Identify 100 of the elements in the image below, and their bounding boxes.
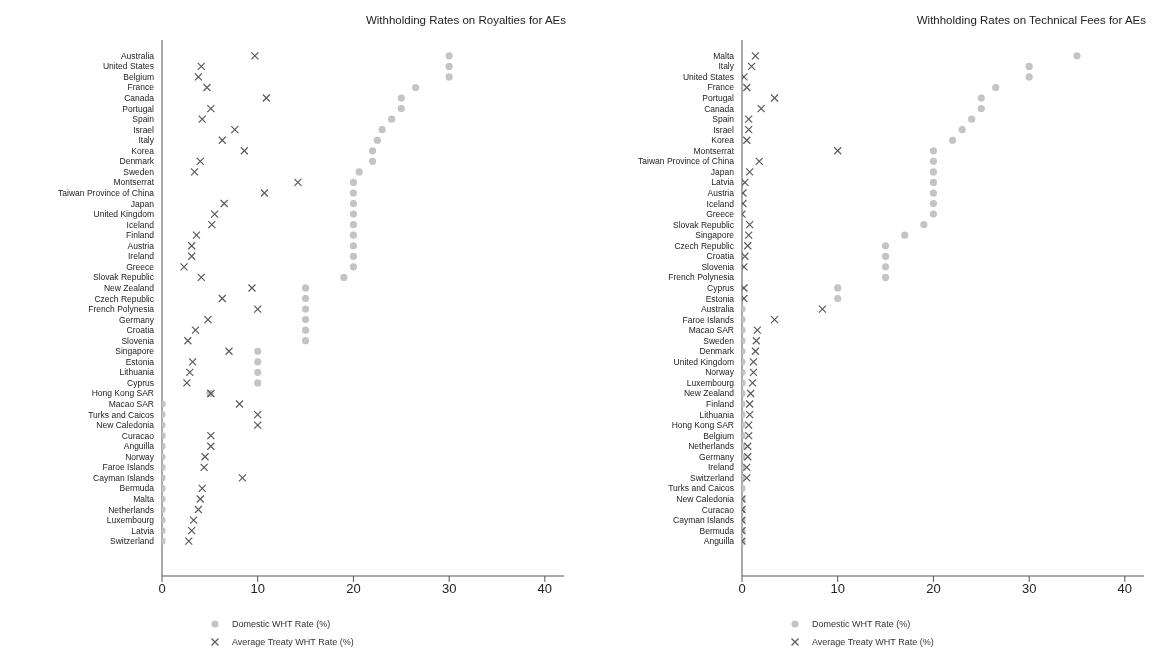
point — [183, 336, 192, 345]
point — [920, 221, 928, 229]
point — [948, 136, 957, 144]
point — [349, 189, 358, 197]
y-tick-label: Macao SAR — [108, 399, 154, 410]
point — [262, 93, 271, 103]
chart-title: Withholding Rates on Royalties for AEs — [365, 14, 566, 26]
point — [179, 262, 189, 271]
y-tick-label: Latvia — [711, 177, 735, 188]
point — [202, 83, 212, 92]
y-tick-label: Taiwan Province of China — [58, 187, 155, 198]
y-tick-label: Spain — [712, 114, 735, 125]
y-tick-label: Luxembourg — [686, 377, 735, 388]
y-tick-label: Korea — [711, 135, 735, 146]
point — [218, 294, 227, 303]
point — [349, 210, 358, 218]
point — [206, 442, 215, 451]
y-tick-label: Portugal — [702, 93, 735, 104]
point — [818, 304, 827, 314]
point — [743, 442, 752, 451]
y-tick-label: Australia — [700, 304, 735, 315]
y-tick-label: Sweden — [123, 166, 155, 177]
point — [770, 315, 779, 324]
point — [834, 284, 842, 292]
point — [253, 410, 262, 419]
y-tick-label: Denmark — [119, 156, 155, 167]
y-tick-label: Greece — [706, 209, 735, 220]
y-tick-label: Ireland — [708, 462, 735, 473]
y-tick-label: Taiwan Province of China — [638, 156, 735, 167]
point — [218, 136, 227, 145]
y-tick-label: Belgium — [123, 71, 154, 82]
y-tick-label: Norway — [125, 451, 155, 462]
x-tick-label: 0 — [158, 581, 166, 597]
point — [349, 263, 358, 271]
point — [189, 515, 198, 525]
y-tick-label: Czech Republic — [94, 293, 155, 304]
point — [747, 62, 756, 71]
y-tick-label: New Zealand — [683, 388, 735, 399]
y-tick-label: Belgium — [703, 430, 734, 441]
point — [1025, 73, 1033, 81]
x-tick-label: 40 — [1117, 581, 1133, 597]
point — [749, 357, 758, 366]
point — [194, 72, 203, 82]
y-tick-label: Austria — [127, 240, 155, 251]
point — [742, 294, 749, 303]
point — [378, 126, 386, 134]
y-tick-label: United Kingdom — [673, 356, 734, 367]
y-tick-label: Germany — [699, 451, 735, 462]
y-tick-label: Slovenia — [121, 335, 155, 346]
point — [833, 146, 842, 155]
y-tick-label: Anguilla — [703, 536, 735, 547]
point — [749, 368, 758, 377]
y-tick-label: Netherlands — [108, 504, 154, 515]
y-tick-label: Cyprus — [707, 282, 734, 293]
point — [977, 104, 985, 113]
point — [746, 389, 755, 398]
y-tick-label: Japan — [710, 166, 735, 177]
y-tick-label: Faroe Islands — [682, 314, 734, 325]
y-tick-label: Norway — [705, 367, 735, 378]
point — [235, 399, 244, 409]
y-tick-label: Faroe Islands — [102, 462, 154, 473]
point — [340, 273, 348, 281]
x-tick-label: 30 — [1021, 581, 1037, 597]
y-tick-label: Slovenia — [701, 261, 735, 272]
point — [301, 305, 310, 313]
y-tick-label: Iceland — [706, 198, 735, 209]
point — [301, 337, 310, 345]
y-tick-label: Slovak Republic — [93, 272, 155, 283]
point — [753, 326, 762, 335]
point — [254, 379, 262, 387]
x-tick-label: 0 — [738, 581, 746, 597]
point — [253, 421, 262, 430]
point — [755, 157, 764, 166]
point — [185, 368, 194, 377]
y-tick-label: Korea — [131, 145, 155, 156]
point — [254, 358, 262, 366]
x-tick-label: 20 — [346, 581, 361, 597]
point — [742, 178, 749, 187]
point — [751, 347, 760, 356]
point — [198, 484, 207, 493]
point — [250, 51, 259, 60]
x-tick-label: 40 — [537, 581, 553, 597]
y-tick-label: Switzerland — [110, 536, 155, 547]
y-tick-label: Montserrat — [113, 177, 155, 188]
y-tick-label: France — [707, 82, 735, 93]
y-tick-label: Croatia — [706, 251, 735, 262]
point — [929, 178, 938, 187]
point — [397, 94, 405, 102]
point — [238, 473, 247, 482]
y-tick-label: Montserrat — [693, 145, 735, 156]
y-tick-label: Hong Kong SAR — [91, 388, 154, 399]
point — [260, 188, 269, 198]
y-tick-label: Curacao — [701, 504, 735, 515]
point — [992, 83, 1000, 92]
point — [1073, 52, 1081, 60]
y-tick-label: Cayman Islands — [93, 472, 154, 483]
point — [254, 368, 262, 376]
point — [200, 452, 210, 461]
y-tick-label: French Polynesia — [88, 304, 155, 315]
y-tick-label: Switzerland — [690, 472, 735, 483]
